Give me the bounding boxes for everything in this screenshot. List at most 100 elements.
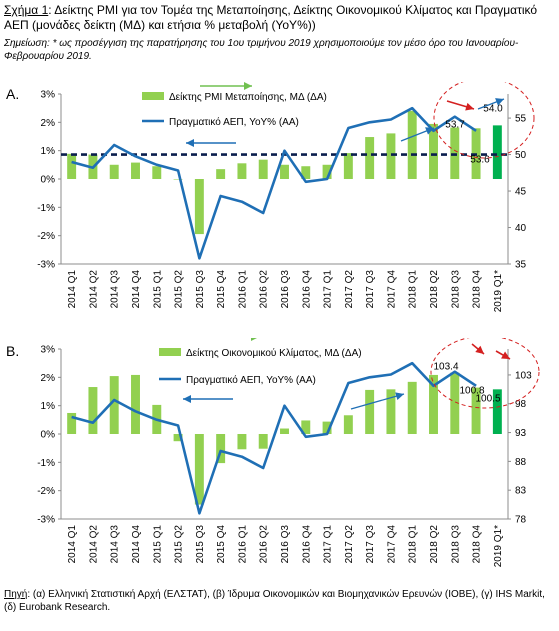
- category-label: 2014 Q4: [131, 525, 142, 564]
- category-label: 2016 Q4: [301, 525, 312, 564]
- category-label: 2015 Q1: [152, 270, 163, 309]
- legend-line-axis-arrow-head: [186, 139, 194, 147]
- category-label: 2016 Q2: [259, 525, 270, 564]
- left-tick-label: 2%: [41, 373, 56, 384]
- panel-a-label: A.: [6, 86, 20, 102]
- esi-gdp-chart: -3% -2% -1% 0% 1% 2% 3% 78 83 88 93 98 103 2014 Q1 201…: [37, 338, 540, 567]
- legend-bar-axis-arrow-head: [244, 82, 252, 90]
- trend-arrow-red-head: [465, 102, 474, 111]
- category-label: 2014 Q3: [110, 525, 121, 564]
- bar: [152, 166, 162, 179]
- bar: [280, 164, 289, 179]
- right-tick-label: 45: [515, 187, 527, 198]
- category-label: 2017 Q3: [365, 525, 376, 564]
- bar: [216, 169, 226, 179]
- left-tick-label: 3%: [41, 345, 56, 356]
- bar: [301, 166, 311, 179]
- category-label: 2018 Q4: [472, 270, 483, 309]
- legend-bar-axis-arrow-head: [251, 338, 257, 341]
- bar: [322, 164, 332, 179]
- bar: [173, 179, 183, 180]
- category-label: 2014 Q2: [88, 525, 99, 564]
- bar: [407, 110, 417, 179]
- right-tick-label: 103: [515, 370, 532, 381]
- highlight-circle: [433, 82, 535, 159]
- legend-bar-label: Δείκτης Οικονομικού Κλίματος, ΜΔ (ΔΑ): [186, 347, 362, 359]
- category-label: 2015 Q2: [174, 270, 185, 309]
- bar: [173, 434, 183, 442]
- category-label: 2016 Q3: [280, 270, 291, 309]
- bar: [258, 434, 268, 449]
- category-label: 2014 Q3: [110, 270, 121, 309]
- bar: [322, 421, 332, 434]
- caption-lead: Σχήμα 1: [4, 3, 49, 17]
- category-label: 2016 Q2: [259, 270, 270, 309]
- left-tick-label: 0%: [41, 175, 56, 186]
- category-label: 2014 Q1: [67, 270, 78, 309]
- left-tick-label: -1%: [37, 203, 55, 214]
- bar: [216, 434, 226, 464]
- bar: [429, 123, 438, 179]
- category-label: 2015 Q3: [195, 270, 206, 309]
- left-tick-label: 2%: [41, 118, 56, 129]
- bar: [67, 412, 77, 434]
- bar: [258, 159, 268, 179]
- category-label: 2016 Q1: [237, 525, 248, 564]
- figure-caption: Σχήμα 1: Δείκτης PMI για τον Τομέα της Μ…: [4, 3, 556, 33]
- left-tick-label: 3%: [41, 90, 56, 101]
- right-tick-label: 93: [515, 428, 527, 439]
- bar: [429, 374, 438, 434]
- left-tick-label: 1%: [41, 401, 56, 412]
- category-label: 2018 Q2: [429, 525, 440, 564]
- category-label: 2017 Q2: [344, 525, 355, 564]
- trend-arrow-blue-head: [395, 392, 404, 401]
- bar: [492, 389, 502, 434]
- source-lead: Πηγή: [4, 589, 28, 600]
- category-label: 2016 Q1: [237, 270, 248, 309]
- legend-bar-swatch: [142, 92, 164, 100]
- bar: [67, 153, 77, 179]
- category-label: 2017 Q2: [344, 270, 355, 309]
- figure-note: Σημείωση: * ως προσέγγιση της παρατήρηση…: [4, 38, 519, 62]
- category-label: 2017 Q3: [365, 270, 376, 309]
- annotation-label: 54.0: [483, 103, 503, 114]
- right-tick-label: 50: [515, 150, 527, 161]
- annotation-label: 53.7: [445, 120, 465, 131]
- category-label: 2017 Q4: [386, 270, 397, 309]
- trend-arrow-red-head: [501, 351, 510, 359]
- trend-arrow-blue-head: [425, 127, 434, 135]
- category-label: 2015 Q2: [174, 525, 185, 564]
- trend-arrow-red-head: [475, 345, 484, 354]
- bar: [492, 125, 502, 179]
- legend-bar-swatch: [159, 348, 181, 356]
- left-tick-label: -3%: [37, 515, 55, 526]
- bar: [194, 179, 204, 235]
- category-label: 2017 Q1: [323, 525, 334, 564]
- category-label: 2015 Q4: [216, 525, 227, 564]
- category-label: 2018 Q1: [408, 525, 419, 564]
- bar: [386, 133, 396, 179]
- bar: [471, 387, 481, 434]
- bar: [365, 137, 375, 179]
- highlight-circle: [430, 338, 540, 409]
- bar: [301, 420, 311, 434]
- bar: [237, 163, 247, 179]
- bar: [407, 381, 417, 434]
- category-label: 2018 Q4: [472, 525, 483, 564]
- bar: [365, 389, 375, 434]
- right-tick-label: 78: [515, 515, 527, 526]
- bar: [109, 376, 119, 434]
- bar: [386, 389, 396, 434]
- category-label: 2014 Q2: [88, 270, 99, 309]
- category-label: 2018 Q1: [408, 270, 419, 309]
- category-label: 2018 Q3: [450, 525, 461, 564]
- legend-line-axis-arrow-head: [183, 395, 191, 403]
- pmi-gdp-chart: -3% -2% -1% 0% 1% 2% 3% 35 40 45 50 55 2014 Q1 2014 Q…: [37, 82, 535, 312]
- bar: [194, 434, 204, 505]
- left-tick-label: 1%: [41, 146, 56, 157]
- right-tick-label: 98: [515, 399, 527, 410]
- annotation-label: 103.4: [433, 362, 458, 373]
- source-text: : (α) Ελληνική Στατιστική Αρχή (ΕΛΣΤΑΤ),…: [4, 589, 545, 613]
- panel-b-label: B.: [6, 343, 20, 359]
- left-tick-label: -2%: [37, 486, 55, 497]
